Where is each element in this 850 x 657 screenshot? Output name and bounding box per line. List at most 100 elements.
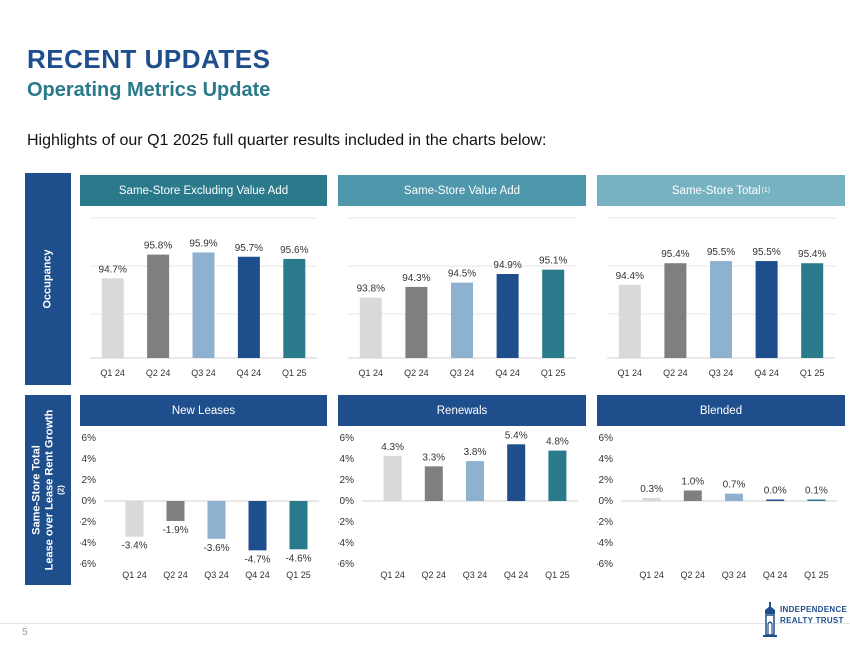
data-label: -3.6% bbox=[203, 543, 229, 554]
y-tick-label: 2% bbox=[82, 475, 97, 486]
occupancy-value-add-chart: 93.8% Q1 24 94.3% Q2 24 94.5% Q3 24 94.9% Q4 24… bbox=[348, 217, 576, 378]
bar-q4-24 bbox=[766, 499, 785, 501]
ribbon-title: Same-Store Excluding Value Add bbox=[118, 184, 289, 197]
x-tick-label: Q3 24 bbox=[709, 368, 734, 378]
x-tick-label: Q1 24 bbox=[100, 368, 125, 378]
x-tick-label: Q1 25 bbox=[545, 570, 570, 580]
data-label: 95.8% bbox=[144, 241, 172, 252]
ribbon-footnote: (1) bbox=[761, 187, 771, 194]
data-label: 0.1% bbox=[805, 486, 828, 497]
bar-q1-25 bbox=[283, 258, 306, 358]
x-tick-label: Q3 24 bbox=[204, 570, 229, 580]
x-tick-label: Q1 25 bbox=[541, 368, 566, 378]
data-label: 4.8% bbox=[546, 437, 569, 448]
y-tick-label: -4% bbox=[338, 538, 354, 549]
x-tick-label: Q2 24 bbox=[146, 368, 171, 378]
bar-q1-25 bbox=[542, 269, 565, 358]
y-tick-label: 0% bbox=[340, 496, 355, 507]
data-label: 94.4% bbox=[616, 271, 644, 282]
bar-q3-24 bbox=[710, 261, 732, 358]
bar-q2-24 bbox=[424, 466, 443, 501]
company-logo: INDEPENDENCE REALTY TRUST bbox=[762, 600, 848, 640]
data-label: 0.3% bbox=[640, 484, 663, 495]
renewals-chart: 6% 4% 2% 0% -2% -4% -6% 4.3% Q1 24 3.3% Q2 24 3.8% Q… bbox=[338, 430, 578, 580]
ribbon-blended: Blended bbox=[597, 395, 845, 426]
bar-q2-24 bbox=[405, 286, 428, 358]
footer-divider bbox=[0, 623, 850, 624]
bar-q1-24 bbox=[642, 497, 661, 501]
bar-q1-24 bbox=[383, 455, 402, 501]
x-tick-label: Q4 24 bbox=[754, 368, 779, 378]
data-label: 0.7% bbox=[723, 480, 746, 491]
data-label: 95.5% bbox=[707, 247, 735, 258]
data-label: -1.9% bbox=[162, 525, 188, 536]
bar-q1-25 bbox=[801, 263, 824, 358]
logo-line2: REALTY TRUST bbox=[780, 616, 844, 625]
bar-q4-24 bbox=[496, 274, 519, 358]
bar-q4-24 bbox=[507, 444, 526, 501]
x-tick-label: Q4 24 bbox=[245, 570, 270, 580]
highlights-text: Highlights of our Q1 2025 full quarter r… bbox=[27, 132, 547, 149]
bar-q1-25 bbox=[289, 501, 308, 550]
data-label: 94.7% bbox=[99, 264, 127, 275]
occupancy-label: Occupancy bbox=[41, 249, 54, 309]
y-tick-label: 6% bbox=[599, 433, 614, 444]
y-tick-label: 2% bbox=[340, 475, 355, 486]
x-tick-label: Q2 24 bbox=[663, 368, 688, 378]
bar-q2-24 bbox=[147, 254, 170, 358]
bar-q3-24 bbox=[466, 461, 484, 501]
y-tick-label: -2% bbox=[338, 517, 354, 528]
ribbon-title: Same-Store Total bbox=[671, 184, 761, 197]
data-label: -3.4% bbox=[121, 541, 147, 552]
data-label: 5.4% bbox=[505, 430, 528, 441]
y-tick-label: -2% bbox=[80, 517, 96, 528]
bar-q3-24 bbox=[451, 282, 473, 358]
ribbon-ss-total: Same-Store Total (1) bbox=[597, 175, 845, 206]
ribbon-title: Blended bbox=[699, 404, 743, 417]
bar-q1-24 bbox=[101, 278, 124, 358]
bar-q4-24 bbox=[248, 501, 267, 551]
x-tick-label: Q1 24 bbox=[618, 368, 643, 378]
bar-q1-24 bbox=[359, 297, 382, 358]
data-label: 93.8% bbox=[357, 284, 385, 295]
x-tick-label: Q3 24 bbox=[450, 368, 475, 378]
data-label: -4.7% bbox=[244, 554, 270, 565]
row-label-occupancy: Occupancy bbox=[25, 173, 71, 385]
building-icon bbox=[763, 602, 777, 637]
page-title: RECENT UPDATES bbox=[27, 44, 271, 74]
bar-q2-24 bbox=[683, 490, 702, 501]
data-label: 95.1% bbox=[539, 256, 567, 267]
bar-q1-24 bbox=[618, 284, 641, 358]
new-leases-chart: 6% 4% 2% 0% -2% -4% -6% -3.4% Q1 24 -1.9% Q2 24 -3.… bbox=[80, 433, 319, 580]
bar-q2-24 bbox=[664, 263, 687, 358]
bar-q1-25 bbox=[807, 499, 826, 501]
data-label: 95.9% bbox=[189, 238, 217, 249]
y-tick-label: -6% bbox=[338, 559, 354, 570]
data-label: 95.5% bbox=[752, 247, 780, 258]
data-label: 3.3% bbox=[422, 452, 445, 463]
x-tick-label: Q4 24 bbox=[763, 570, 788, 580]
x-tick-label: Q3 24 bbox=[722, 570, 747, 580]
occupancy-excluding-value-add-chart: 94.7% Q1 24 95.8% Q2 24 95.9% Q3 24 95.7% Q4 24… bbox=[90, 217, 317, 378]
data-label: 94.3% bbox=[402, 273, 430, 284]
data-label: 95.4% bbox=[661, 249, 689, 260]
y-tick-label: 4% bbox=[340, 454, 355, 465]
x-tick-label: Q1 25 bbox=[286, 570, 311, 580]
y-tick-label: 6% bbox=[82, 433, 97, 444]
row-label-rent-growth: Same-Store Total Lease over Lease Rent G… bbox=[25, 395, 71, 585]
rent-growth-label-line1: Same-Store Total bbox=[30, 445, 43, 535]
data-label: 95.4% bbox=[798, 249, 826, 260]
x-tick-label: Q2 24 bbox=[163, 570, 188, 580]
y-tick-label: 0% bbox=[82, 496, 97, 507]
y-tick-label: 2% bbox=[599, 475, 614, 486]
bar-q2-24 bbox=[166, 501, 185, 521]
data-label: 95.6% bbox=[280, 245, 308, 256]
x-tick-label: Q3 24 bbox=[463, 570, 488, 580]
ribbon-title: New Leases bbox=[171, 404, 236, 417]
bar-q3-24 bbox=[725, 493, 743, 501]
data-label: 94.9% bbox=[493, 260, 521, 271]
bar-q3-24 bbox=[192, 252, 215, 358]
data-label: 4.3% bbox=[381, 442, 404, 453]
x-tick-label: Q4 24 bbox=[495, 368, 520, 378]
x-tick-label: Q1 25 bbox=[800, 368, 825, 378]
